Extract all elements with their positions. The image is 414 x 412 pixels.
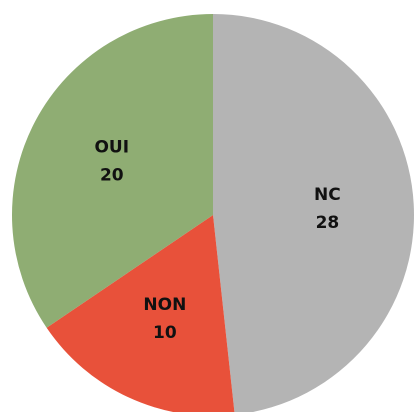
slice-label: NC — [314, 185, 341, 205]
slice-value: 10 — [153, 323, 177, 343]
pie-slice — [213, 14, 414, 412]
slice-value: 20 — [100, 165, 124, 185]
slice-label: NON — [143, 295, 186, 315]
pie-slice — [46, 215, 235, 412]
slice-value: 28 — [316, 213, 340, 233]
pie-slice — [11, 14, 213, 328]
slice-label: OUI — [94, 137, 129, 157]
